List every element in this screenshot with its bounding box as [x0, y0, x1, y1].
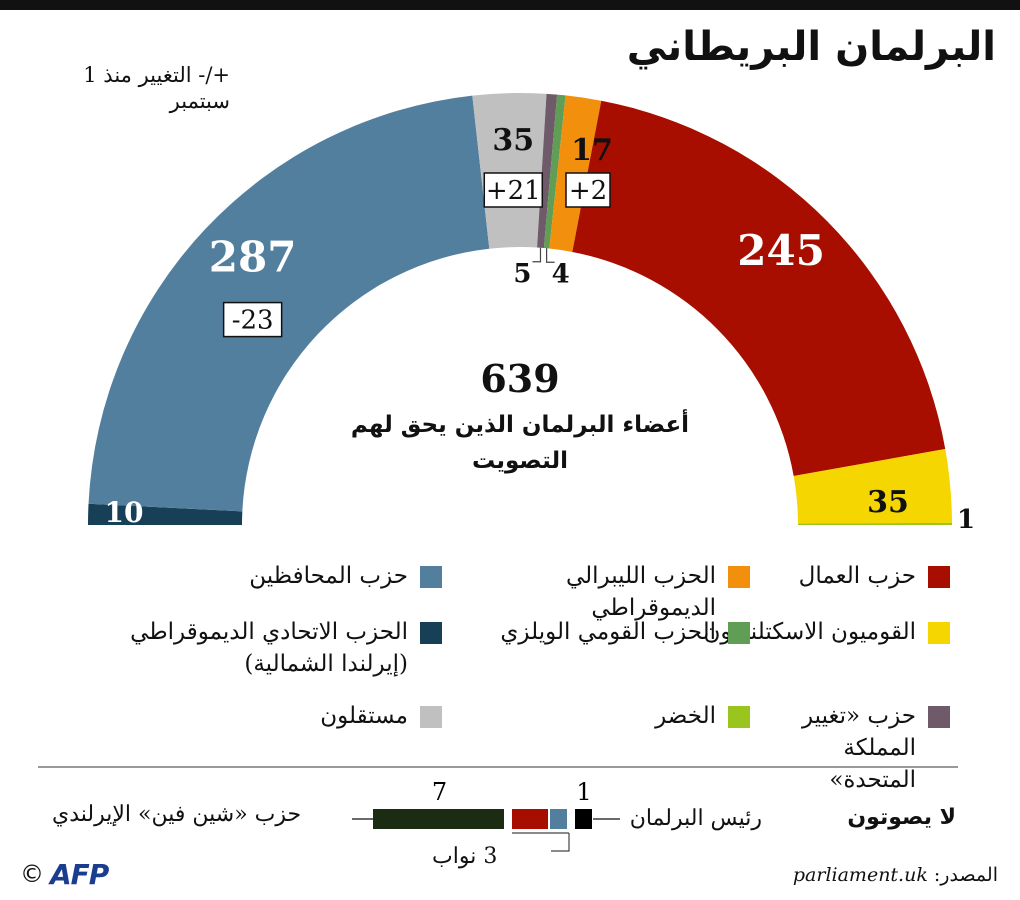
seat-label-7: 35: [867, 485, 909, 520]
legend-item: الحزب الاتحادي الديموقراطي (إيرلندا الشم…: [112, 616, 442, 680]
seat-segment-7: [793, 448, 952, 524]
legend-item: حزب «تغيير المملكة المتحدة»: [770, 700, 950, 796]
copyright-icon: ©: [20, 860, 44, 888]
legend-swatch: [728, 706, 750, 728]
legend-item: مستقلون: [112, 700, 442, 732]
seat-segment-2: [472, 93, 547, 249]
seat-change-2: +21: [486, 176, 541, 206]
sinn-fein-count: 7: [432, 778, 447, 806]
seat-change-2-box: [483, 172, 544, 208]
legend-label: حزب «تغيير المملكة المتحدة»: [801, 703, 916, 793]
legend-swatch: [928, 622, 950, 644]
legend-swatch: [420, 622, 442, 644]
deputies-label: 3 نواب: [432, 844, 498, 869]
seat-label-3: 5: [513, 259, 531, 289]
seat-segment-1: [88, 95, 490, 512]
seat-label-6: 245: [737, 226, 825, 275]
seat-segment-4: [543, 94, 566, 249]
legend-label: مستقلون: [320, 703, 408, 729]
seat-label-4: 4: [552, 259, 570, 289]
deputies-leader: [551, 833, 570, 852]
legend-label: حزب العمال: [798, 563, 916, 589]
source-site: parliament.uk: [792, 864, 928, 886]
legend-label: الحزب القومي الويلزي: [500, 619, 716, 645]
seat-segment-0: [88, 503, 243, 525]
legend-item: الحزب القومي الويلزي: [450, 616, 750, 648]
sinn-fein-bar: [373, 809, 504, 829]
legend-swatch: [420, 566, 442, 588]
deputy-bar-1: [512, 809, 548, 829]
page-title: البرلمان البريطاني: [626, 24, 996, 70]
seat-leader-3: [532, 247, 542, 263]
speaker-bar: [575, 809, 592, 829]
afp-logo: AFP: [50, 858, 109, 891]
legend-label: الخضر: [655, 703, 716, 729]
seat-label-8: 1: [957, 505, 975, 535]
legend-label: الحزب الاتحادي الديموقراطي (إيرلندا الشم…: [130, 619, 408, 677]
center-text-line-2: التصويت: [472, 448, 568, 474]
source-prefix: المصدر:: [933, 864, 998, 886]
center-text-line-1: أعضاء البرلمان الذين يحق لهم: [351, 408, 689, 438]
legend-label: الحزب الليبرالي الديموقراطي: [565, 563, 716, 621]
seat-change-5-box: [565, 172, 611, 208]
legend-item: حزب المحافظين: [112, 560, 442, 592]
legend-label: حزب المحافظين: [249, 563, 408, 589]
center-total: 639: [480, 356, 559, 401]
non-voting-title: لا يصوتون: [847, 805, 956, 830]
seat-segment-6: [572, 100, 946, 477]
seat-label-0: 10: [105, 496, 144, 529]
legend-swatch: [420, 706, 442, 728]
speaker-label: رئيس البرلمان: [629, 806, 762, 831]
sinn-fein-label: حزب «شين فين» الإيرلندي: [52, 802, 302, 827]
source: المصدر: parliament.uk: [793, 864, 998, 886]
legend-swatch: [928, 566, 950, 588]
seat-leader-4: [546, 248, 555, 263]
seat-change-1: -23: [232, 306, 274, 336]
legend-item: الحزب الليبرالي الديموقراطي: [450, 560, 750, 624]
top-bar: [0, 0, 1020, 10]
seat-label-2: 35: [492, 123, 534, 158]
legend-item: الخضر: [450, 700, 750, 732]
seat-segment-3: [537, 93, 558, 249]
legend-label: القوميون الاسكتلنديون: [703, 619, 916, 645]
seat-label-1: 287: [209, 233, 297, 282]
legend-item: حزب العمال: [770, 560, 950, 592]
divider: [38, 766, 958, 768]
seat-change-5: +2: [569, 176, 607, 206]
seat-segment-8: [797, 522, 952, 525]
legend-swatch: [928, 706, 950, 728]
deputy-bar-0: [550, 809, 567, 829]
legend-swatch: [728, 622, 750, 644]
speaker-count: 1: [576, 778, 591, 806]
change-note: +/- التغيير منذ 1 سبتمبر: [83, 63, 230, 113]
seat-label-5: 17: [571, 133, 613, 168]
seat-change-1-box: [222, 301, 283, 338]
legend-item: القوميون الاسكتلنديون: [703, 616, 950, 648]
legend-swatch: [728, 566, 750, 588]
